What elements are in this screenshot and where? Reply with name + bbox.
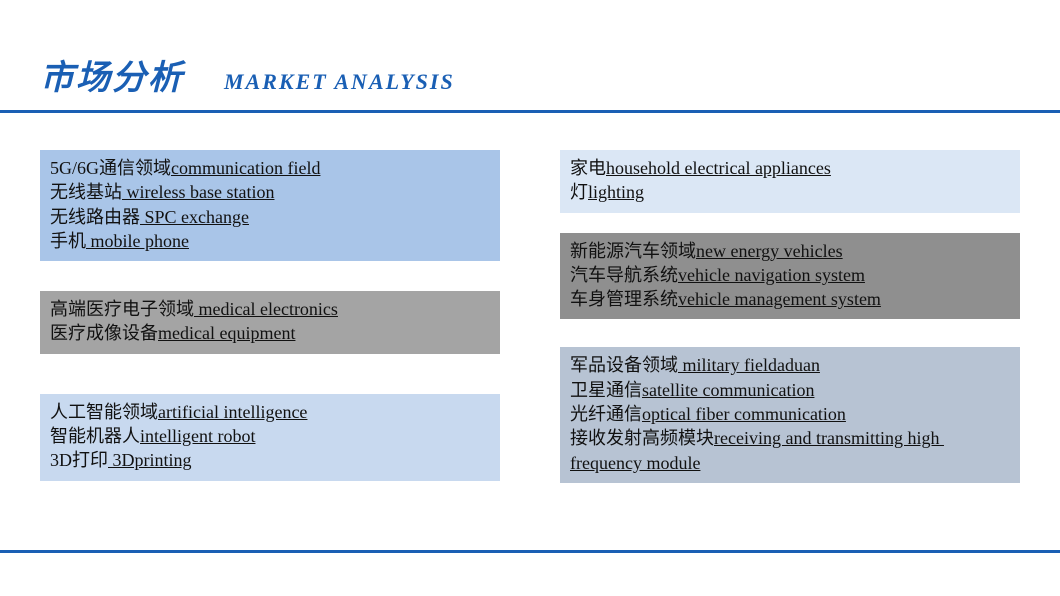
- info-line: 汽车导航系统vehicle navigation system: [570, 263, 1010, 287]
- title-en: MARKET ANALYSIS: [224, 69, 455, 95]
- text-en: lighting: [588, 182, 644, 202]
- text-en: optical fiber communication: [642, 404, 846, 424]
- info-line: 手机 mobile phone: [50, 229, 490, 253]
- info-line: 灯lighting: [570, 180, 1010, 204]
- text-cn: 无线基站: [50, 182, 122, 202]
- info-box: 高端医疗电子领域 medical electronics医疗成像设备medica…: [40, 291, 500, 354]
- text-en: vehicle navigation system: [678, 265, 865, 285]
- text-cn: 手机: [50, 231, 86, 251]
- info-box: 5G/6G通信领域communication field无线基站 wireles…: [40, 150, 500, 261]
- info-line: 新能源汽车领域new energy vehicles: [570, 239, 1010, 263]
- info-line: 无线路由器 SPC exchange: [50, 205, 490, 229]
- rule-bottom: [0, 550, 1060, 553]
- text-en: vehicle management system: [678, 289, 881, 309]
- text-cn: 接收发射高频模块: [570, 428, 714, 448]
- info-line: 5G/6G通信领域communication field: [50, 156, 490, 180]
- text-en: wireless base station: [122, 182, 274, 202]
- text-cn: 5G/6G通信领域: [50, 158, 171, 178]
- text-cn: 新能源汽车领域: [570, 241, 696, 261]
- text-cn: 高端医疗电子领域: [50, 299, 194, 319]
- text-en: artificial intelligence: [158, 402, 307, 422]
- text-en: SPC exchange: [140, 207, 249, 227]
- text-cn: 汽车导航系统: [570, 265, 678, 285]
- column-left: 5G/6G通信领域communication field无线基站 wireles…: [40, 150, 500, 483]
- text-cn: 无线路由器: [50, 207, 140, 227]
- text-cn: 灯: [570, 182, 588, 202]
- title-cn: 市场分析: [40, 50, 184, 99]
- text-en: 3Dprinting: [108, 450, 192, 470]
- text-en: household electrical appliances: [606, 158, 831, 178]
- text-en: medical equipment: [158, 323, 295, 343]
- text-cn: 车身管理系统: [570, 289, 678, 309]
- text-cn: 智能机器人: [50, 426, 140, 446]
- text-cn: 人工智能领域: [50, 402, 158, 422]
- info-line: 光纤通信optical fiber communication: [570, 402, 1010, 426]
- text-en: communication field: [171, 158, 320, 178]
- text-en: satellite communication: [642, 380, 814, 400]
- text-cn: 医疗成像设备: [50, 323, 158, 343]
- info-box: 人工智能领域artificial intelligence智能机器人intell…: [40, 394, 500, 481]
- text-en: mobile phone: [86, 231, 189, 251]
- info-line: 3D打印 3Dprinting: [50, 448, 490, 472]
- info-line: 医疗成像设备medical equipment: [50, 321, 490, 345]
- info-line: 卫星通信satellite communication: [570, 378, 1010, 402]
- text-en: military fieldaduan: [678, 355, 820, 375]
- info-box: 新能源汽车领域new energy vehicles汽车导航系统vehicle …: [560, 233, 1020, 320]
- text-en: new energy vehicles: [696, 241, 843, 261]
- info-box: 家电household electrical appliances灯lighti…: [560, 150, 1020, 213]
- info-box: 军品设备领域 military fieldaduan卫星通信satellite …: [560, 347, 1020, 482]
- slide: 市场分析 MARKET ANALYSIS 5G/6G通信领域communicat…: [0, 0, 1060, 596]
- info-line: 车身管理系统vehicle management system: [570, 287, 1010, 311]
- header: 市场分析 MARKET ANALYSIS: [40, 50, 1020, 99]
- column-right: 家电household electrical appliances灯lighti…: [560, 150, 1020, 483]
- info-line: 高端医疗电子领域 medical electronics: [50, 297, 490, 321]
- info-line: 无线基站 wireless base station: [50, 180, 490, 204]
- info-line: 人工智能领域artificial intelligence: [50, 400, 490, 424]
- text-en: medical electronics: [194, 299, 338, 319]
- text-cn: 光纤通信: [570, 404, 642, 424]
- info-line: 智能机器人intelligent robot: [50, 424, 490, 448]
- info-line: 家电household electrical appliances: [570, 156, 1010, 180]
- text-cn: 卫星通信: [570, 380, 642, 400]
- info-line: 军品设备领域 military fieldaduan: [570, 353, 1010, 377]
- text-cn: 3D打印: [50, 450, 108, 470]
- text-cn: 军品设备领域: [570, 355, 678, 375]
- text-en: intelligent robot: [140, 426, 255, 446]
- content-columns: 5G/6G通信领域communication field无线基站 wireles…: [40, 150, 1020, 483]
- rule-top: [0, 110, 1060, 113]
- info-line: 接收发射高频模块receiving and transmitting high …: [570, 426, 1010, 475]
- text-cn: 家电: [570, 158, 606, 178]
